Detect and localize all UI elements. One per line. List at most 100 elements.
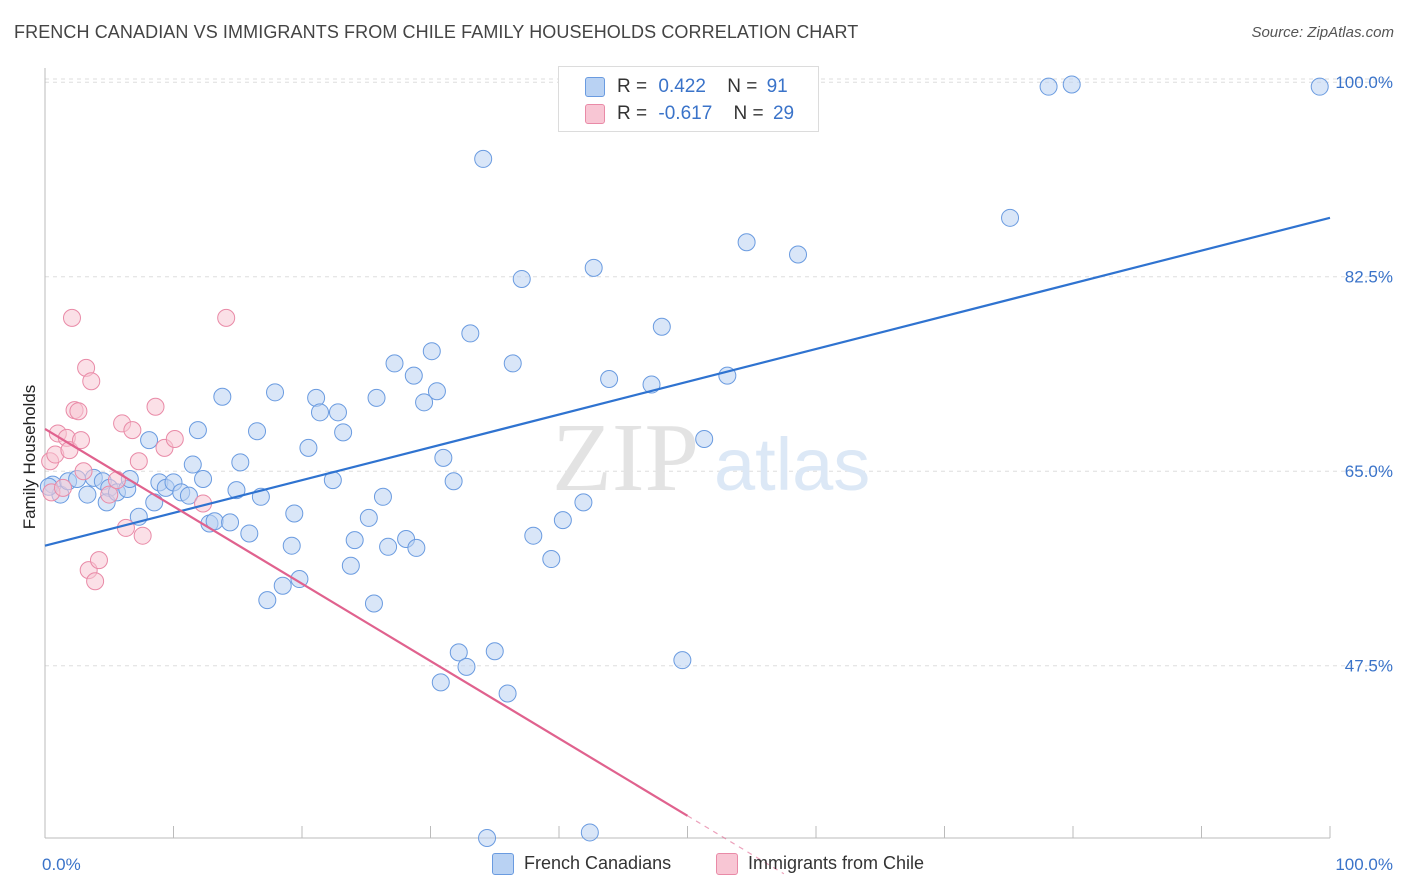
french-canadians-point xyxy=(542,550,561,569)
french-canadians-point xyxy=(231,453,250,472)
x-tick-label: 100.0% xyxy=(1335,855,1393,874)
chile-immigrants-point xyxy=(62,308,81,327)
chile-immigrants-point xyxy=(89,551,108,570)
legend-n-value: 29 xyxy=(772,103,795,124)
trend-lines xyxy=(44,216,1331,875)
french-canadians-point xyxy=(449,643,468,662)
french-canadians-point xyxy=(404,366,423,385)
chile-immigrants-trend-line xyxy=(44,428,689,817)
chile-immigrants-point xyxy=(107,471,126,490)
french-canadians-point xyxy=(457,657,476,676)
french-canadians-point xyxy=(213,387,232,406)
french-canadians-point xyxy=(248,422,267,441)
french-canadians-point xyxy=(188,421,207,440)
bottom-legend-label: Immigrants from Chile xyxy=(748,853,925,873)
legend-swatch-pink xyxy=(585,104,605,124)
french-canadians-point xyxy=(367,388,386,407)
french-canadians-point xyxy=(1062,75,1081,94)
chile-immigrants-point xyxy=(133,526,152,545)
french-canadians-point xyxy=(673,651,692,670)
french-canadians-point xyxy=(282,536,301,555)
french-canadians-point xyxy=(373,487,392,506)
french-canadians-point xyxy=(78,485,97,504)
french-canadians-point xyxy=(240,524,259,543)
french-canadians-point xyxy=(485,642,504,661)
legend-n-label: N = xyxy=(733,103,764,124)
french-canadians-point xyxy=(1039,77,1058,96)
chile-immigrants-points xyxy=(41,308,236,591)
y-tick-label: 65.0% xyxy=(1345,462,1393,481)
french-canadians-point xyxy=(359,508,378,527)
chile-immigrants-point xyxy=(82,372,101,391)
french-canadians-point xyxy=(341,556,360,575)
watermark-atlas: atlas xyxy=(714,423,870,506)
bottom-legend-swatch-blue xyxy=(492,853,514,875)
french-canadians-point xyxy=(310,403,329,422)
french-canadians-point xyxy=(600,369,619,388)
legend-r-label: R = xyxy=(617,103,648,124)
french-canadians-point xyxy=(285,504,304,523)
bottom-legend-label: French Canadians xyxy=(524,853,672,873)
french-canadians-point xyxy=(1310,77,1329,96)
chart-title: FRENCH CANADIAN VS IMMIGRANTS FROM CHILE… xyxy=(14,22,859,42)
chile-immigrants-point xyxy=(53,478,72,497)
y-tick-label: 47.5% xyxy=(1345,657,1393,676)
x-tick-label: 0.0% xyxy=(42,855,81,874)
french-canadians-point xyxy=(434,448,453,467)
french-canadians-point xyxy=(584,258,603,277)
french-canadians-point xyxy=(512,269,531,288)
watermark-zip: ZIP xyxy=(552,404,699,512)
chile-immigrants-point xyxy=(69,402,88,421)
legend-r-value: 0.422 xyxy=(658,76,706,97)
french-canadians-point xyxy=(140,431,159,450)
french-canadians-point xyxy=(737,233,756,252)
french-canadians-point xyxy=(345,531,364,550)
stats-legend: R = 0.422 N = 91 R = -0.617 N = 29 xyxy=(558,66,819,132)
french-canadians-point xyxy=(183,455,202,474)
french-canadians-point xyxy=(266,383,285,402)
chile-immigrants-point xyxy=(129,452,148,471)
legend-n-label: N = xyxy=(727,76,758,97)
chile-immigrants-point xyxy=(217,308,236,327)
french-canadians-point xyxy=(415,393,434,412)
french-canadians-trend-line xyxy=(44,216,1331,547)
french-canadians-point xyxy=(385,354,404,373)
french-canadians-point xyxy=(574,493,593,512)
legend-n-value: 91 xyxy=(766,76,788,97)
legend-r-value: -0.617 xyxy=(658,103,713,124)
y-tick-label: 100.0% xyxy=(1335,73,1393,92)
french-canadians-point xyxy=(422,342,441,361)
french-canadians-point xyxy=(580,823,599,842)
french-canadians-point xyxy=(474,149,493,168)
french-canadians-point xyxy=(334,423,353,442)
french-canadians-point xyxy=(427,382,446,401)
french-canadians-point xyxy=(503,354,522,373)
french-canadians-point xyxy=(498,684,517,703)
chile-immigrants-point xyxy=(123,421,142,440)
source-note: Source: ZipAtlas.com xyxy=(1251,24,1394,41)
chile-immigrants-point xyxy=(146,397,165,416)
chile-immigrants-point xyxy=(165,429,184,448)
french-canadians-point xyxy=(1001,208,1020,227)
chile-immigrants-point xyxy=(71,431,90,450)
legend-r-label: R = xyxy=(617,76,648,97)
french-canadians-point xyxy=(524,526,543,545)
french-canadians-point xyxy=(379,537,398,556)
chile-immigrants-point xyxy=(100,485,119,504)
french-canadians-point xyxy=(431,673,450,692)
french-canadians-point xyxy=(273,576,292,595)
chile-immigrants-trend-extension xyxy=(687,815,785,875)
french-canadians-point xyxy=(258,591,277,610)
french-canadians-point xyxy=(145,493,164,512)
french-canadians-point xyxy=(290,570,309,589)
french-canadians-point xyxy=(407,538,426,557)
chile-immigrants-point xyxy=(86,572,105,591)
bottom-legend-swatch-pink xyxy=(716,853,738,875)
french-canadians-point xyxy=(194,470,213,489)
french-canadians-point xyxy=(364,594,383,613)
watermark: ZIP atlas xyxy=(552,404,870,512)
french-canadians-point xyxy=(444,472,463,491)
axes xyxy=(44,68,1331,839)
y-tick-label: 82.5% xyxy=(1345,268,1393,287)
